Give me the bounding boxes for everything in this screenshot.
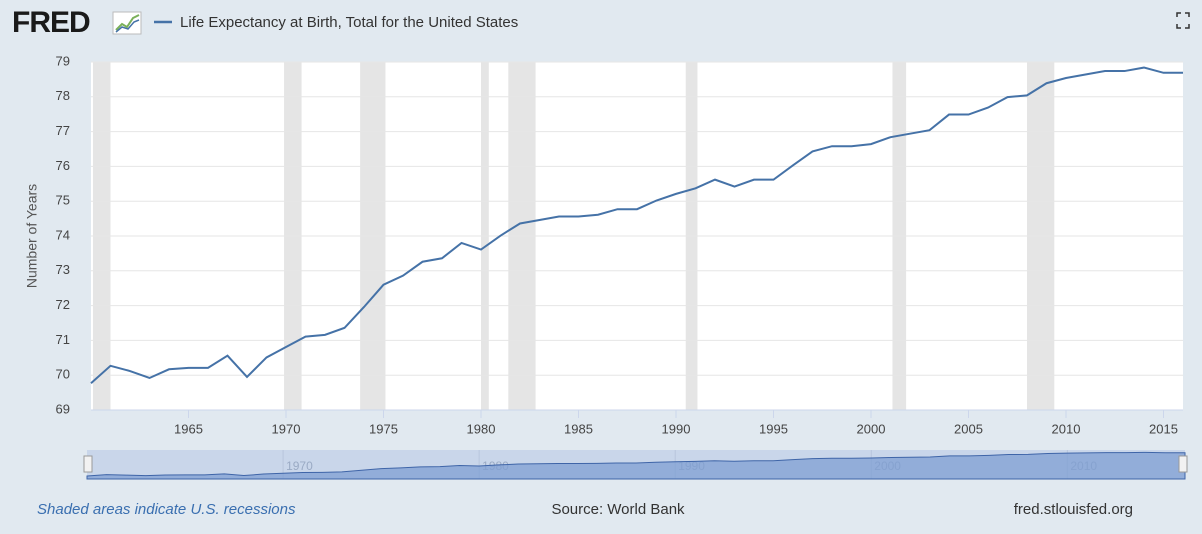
y-tick-label: 70 (56, 367, 70, 382)
legend-label: Life Expectancy at Birth, Total for the … (180, 14, 518, 31)
logo: FRED (12, 6, 90, 39)
site-link[interactable]: fred.stlouisfed.org (1014, 501, 1133, 518)
y-tick-label: 73 (56, 262, 70, 277)
series-line (90, 66, 1183, 384)
navigator-handle[interactable] (1178, 455, 1188, 473)
navigator-label: 1970 (286, 459, 313, 473)
x-tick-label: 2010 (1052, 421, 1081, 436)
y-tick-label: 72 (56, 297, 70, 312)
x-tick-label: 2000 (857, 421, 886, 436)
x-tick-label: 1975 (369, 421, 398, 436)
y-tick-label: 75 (56, 193, 70, 208)
fullscreen-button[interactable] (1176, 12, 1190, 29)
y-tick-label: 71 (56, 332, 70, 347)
y-tick-label: 76 (56, 158, 70, 173)
navigator-handle[interactable] (83, 455, 93, 473)
recession-note[interactable]: Shaded areas indicate U.S. recessions (37, 501, 296, 518)
y-tick-label: 69 (56, 401, 70, 416)
y-tick-label: 78 (56, 88, 70, 103)
x-tick-label: 2015 (1149, 421, 1178, 436)
x-tick-label: 1985 (564, 421, 593, 436)
x-tick-label: 1995 (759, 421, 788, 436)
y-axis-label: Number of Years (24, 184, 40, 288)
x-tick-label: 1965 (174, 421, 203, 436)
x-tick-label: 2005 (954, 421, 983, 436)
y-tick-label: 74 (56, 227, 70, 242)
x-tick-label: 1980 (467, 421, 496, 436)
logo-icon (112, 11, 142, 35)
x-tick-label: 1990 (662, 421, 691, 436)
navigator-area (86, 451, 1186, 480)
source: Source: World Bank (551, 501, 685, 518)
x-tick-label: 1970 (272, 421, 301, 436)
y-tick-label: 77 (56, 123, 70, 138)
y-tick-label: 79 (56, 53, 70, 68)
